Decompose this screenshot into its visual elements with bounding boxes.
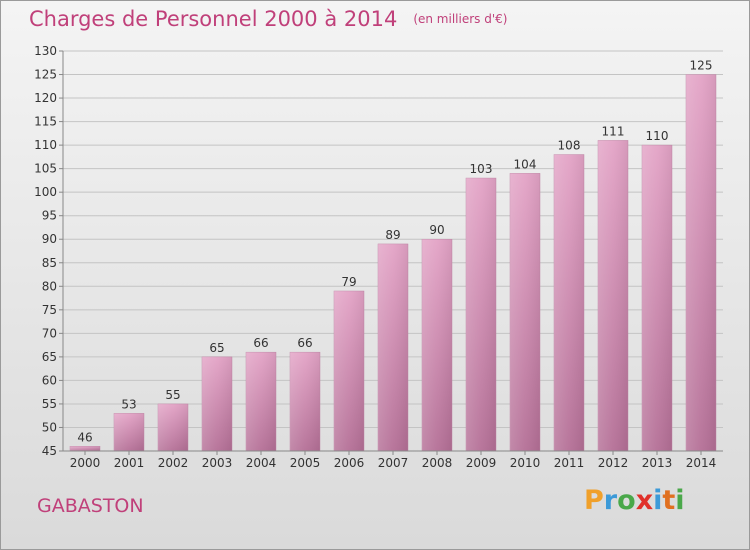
value-label: 89 (385, 228, 400, 242)
y-tick-label: 90 (42, 232, 57, 246)
bar-shine (246, 352, 276, 451)
bar-shine (290, 352, 320, 451)
proxiti-logo[interactable]: Proxiti (584, 485, 685, 516)
bar-shine (466, 178, 496, 451)
value-labels: 46 53 55 65 66 66 79 89 90 103 104 108 111 110 125 (77, 59, 712, 445)
y-tick-label: 60 (42, 373, 57, 387)
bar-shine (378, 243, 408, 451)
y-tick-label: 115 (34, 115, 57, 129)
title-text: Charges de Personnel 2000 à 2014 (29, 7, 398, 31)
y-tick-label: 105 (34, 162, 57, 176)
y-tick-label: 130 (34, 44, 57, 58)
x-tick-label: 2012 (598, 456, 629, 470)
bar-shine (334, 291, 364, 451)
bars (69, 74, 717, 452)
logo-letter: r (603, 485, 618, 516)
x-tick-label: 2009 (466, 456, 497, 470)
x-tick-label: 2014 (686, 456, 717, 470)
value-label: 66 (297, 336, 312, 350)
y-tick-label: 50 (42, 420, 57, 434)
value-label: 66 (253, 336, 268, 350)
bar-shine (598, 140, 628, 452)
y-tick-label: 55 (42, 397, 57, 411)
x-tick-label: 2000 (70, 456, 101, 470)
chart-title: Charges de Personnel 2000 à 2014 (en mill… (29, 7, 507, 31)
logo-letter: t (662, 485, 676, 516)
value-label: 55 (165, 388, 180, 402)
y-tick-label: 120 (34, 91, 57, 105)
y-tick-label: 80 (42, 279, 57, 293)
x-tick-label: 2004 (246, 456, 277, 470)
x-tick-label: 2005 (290, 456, 321, 470)
value-label: 65 (209, 341, 224, 355)
bar-shine (686, 74, 716, 451)
x-tick-label: 2003 (202, 456, 233, 470)
value-label: 103 (470, 162, 493, 176)
y-tick-label: 45 (42, 444, 57, 458)
x-tick-label: 2006 (334, 456, 365, 470)
x-tick-label: 2010 (510, 456, 541, 470)
logo-letter: i (675, 485, 685, 516)
logo-letter: x (635, 485, 654, 516)
location-name: GABASTON (37, 495, 144, 517)
bar-shine (554, 154, 584, 451)
x-tick-label: 2007 (378, 456, 409, 470)
y-tick-label: 100 (34, 185, 57, 199)
value-label: 108 (558, 139, 581, 153)
bar-shine (70, 446, 100, 451)
y-tick-label: 85 (42, 256, 57, 270)
value-label: 46 (77, 430, 92, 444)
logo-letter: i (653, 485, 663, 516)
y-tick-label: 70 (42, 326, 57, 340)
y-tick-label: 95 (42, 209, 57, 223)
value-label: 104 (514, 157, 537, 171)
value-label: 53 (121, 397, 136, 411)
value-label: 125 (690, 59, 713, 73)
bar-shine (642, 145, 672, 451)
y-tick-label: 75 (42, 303, 57, 317)
chart-subtitle: (en milliers d'€) (413, 12, 508, 26)
bar-shine (114, 413, 144, 451)
x-tick-label: 2011 (554, 456, 585, 470)
value-label: 110 (646, 129, 669, 143)
x-tick-label: 2002 (158, 456, 189, 470)
y-axis: 45 50 55 60 65 70 75 80 85 90 95 100 105 110 115 120 125… (34, 44, 64, 458)
bar-shine (158, 403, 188, 451)
y-tick-label: 125 (34, 68, 57, 82)
x-tick-label: 2008 (422, 456, 453, 470)
x-tick-label: 2013 (642, 456, 673, 470)
value-label: 90 (429, 223, 444, 237)
y-tick-label: 110 (34, 138, 57, 152)
y-tick-label: 65 (42, 350, 57, 364)
bar-shine (510, 173, 540, 451)
value-label: 111 (602, 124, 625, 138)
value-label: 79 (341, 275, 356, 289)
bar-shine (202, 356, 232, 451)
x-tick-label: 2001 (114, 456, 145, 470)
logo-letter: P (584, 485, 604, 516)
x-axis: 2000 2001 2002 2003 2004 2005 2006 2007 2008 2009… (63, 450, 723, 470)
bar-shine (422, 239, 452, 451)
logo-letter: o (617, 485, 636, 516)
